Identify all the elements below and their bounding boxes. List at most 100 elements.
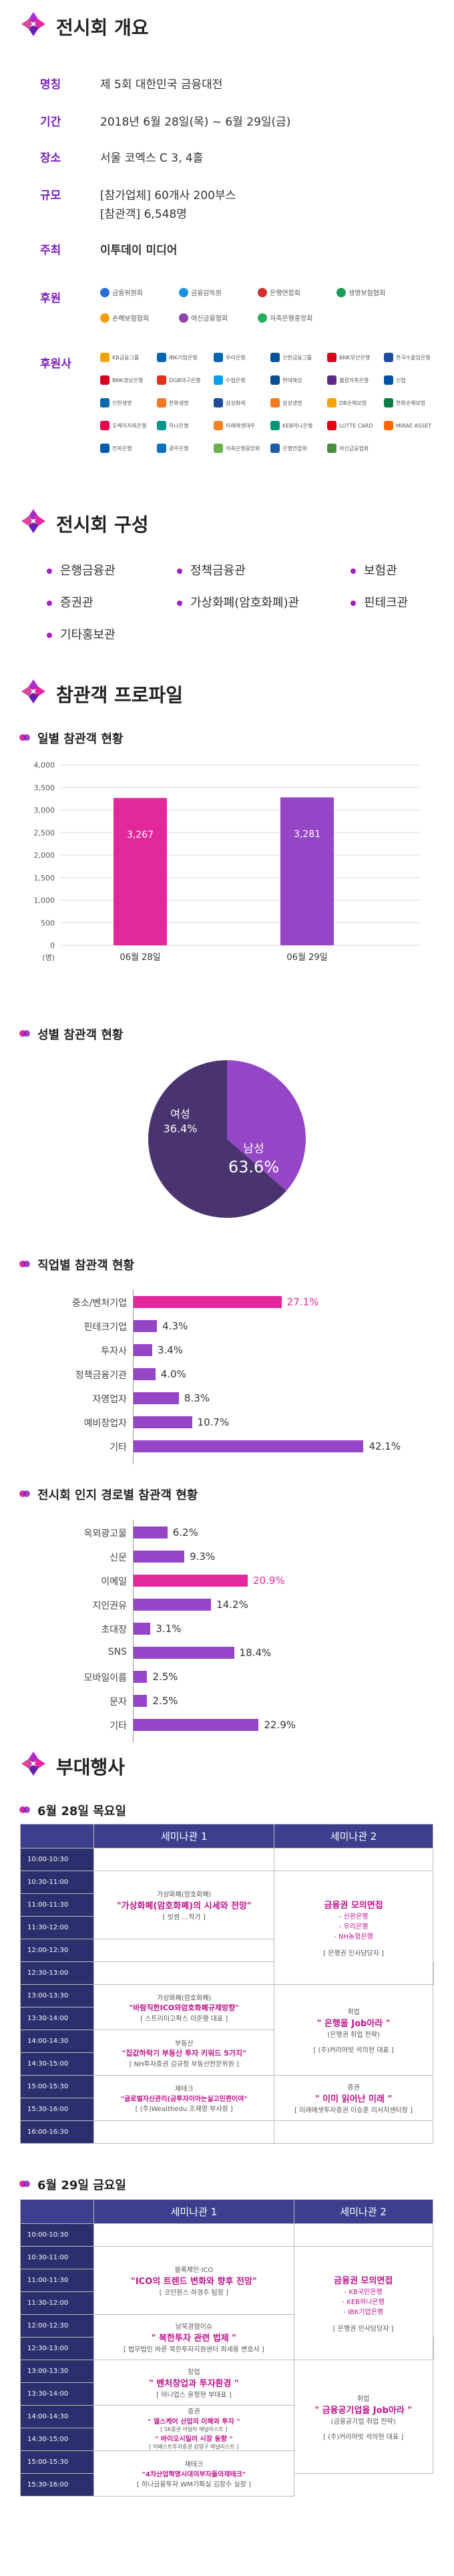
bar <box>134 1551 185 1563</box>
cosponsor-name: KB금융그룹 <box>112 354 140 361</box>
composition-item: 보험관 <box>351 561 397 579</box>
time-cell: 14:30-15:00 <box>20 2428 94 2451</box>
session-cell: 증권 " 엘스케어 산업의 이해와 투자 " [ SK증권 이달미 애널리스트 … <box>93 2405 294 2451</box>
cosponsor-name: 저축은행중앙회 <box>226 445 260 452</box>
cosponsor-emblem-icon <box>270 398 280 408</box>
sponsor-name: 생명보험협회 <box>349 290 386 297</box>
cosponsor-emblem-icon <box>327 353 336 362</box>
pie-value-female: 36.4% <box>164 1122 198 1135</box>
bar <box>280 797 334 945</box>
session-title: " 벤처창업과 투자환경 " <box>148 2379 239 2389</box>
sponsor-emblem-icon <box>179 287 188 297</box>
session-speaker: [ 코인원스 하경주 팀장 ] <box>159 2289 229 2297</box>
cosponsor-name: 삼성화재 <box>226 399 246 406</box>
session-title: 금융권 모의면접 <box>324 1901 383 1911</box>
table-header-seminar1: 세미나관 1 <box>93 2199 294 2224</box>
table-header-seminar2: 세미나관 2 <box>274 1824 433 1848</box>
bar-category-label: 기타 <box>109 1721 127 1732</box>
sponsor-logo: 금융위원회 <box>100 287 143 297</box>
gender-chart-title: 성별 참관객 현황 <box>37 1028 124 1042</box>
event-logo-icon <box>21 1752 45 1776</box>
session-title: " 은행을 Job아라 " <box>316 2018 391 2029</box>
y-unit-label: (명) <box>42 953 55 962</box>
sponsor-name: 금융감독원 <box>191 290 222 297</box>
bar <box>134 1344 152 1356</box>
cosponsor-name: 한화손해보험 <box>396 399 426 406</box>
composition-item: 은행금융관 <box>47 561 116 579</box>
sponsor-name: 저축은행중앙회 <box>270 315 313 323</box>
bar <box>134 1320 158 1332</box>
session-title: " 바이오시밀러 시장 동향 " <box>155 2436 233 2443</box>
time-cell: 10:30-11:00 <box>20 2246 94 2269</box>
sponsor-emblem-icon <box>258 313 267 323</box>
session-title: "집값하락기 부동산 투자 키워드 5가지" <box>122 2048 246 2058</box>
bar-value-label: 3.4% <box>157 1344 183 1356</box>
bar-value-label: 2.5% <box>152 1695 178 1707</box>
session-cell: 블록체인·ICO "ICO의 트렌드 변화와 향후 전망" [ 코인원스 하경주… <box>93 2246 294 2315</box>
cosponsor-logo: 삼성화재 <box>214 398 245 408</box>
bar <box>114 798 167 945</box>
session-category: 취업 <box>347 2008 360 2016</box>
bar <box>134 1671 148 1683</box>
bar-value-label: 9.3% <box>190 1551 216 1563</box>
session-speaker: [ 머니업스 윤정현 부대표 ] <box>156 2392 232 2399</box>
cosponsor-emblem-icon <box>270 444 280 453</box>
time-cell: 15:00-15:30 <box>20 2075 94 2098</box>
overview-section: 전시회 개요 명칭 제 5회 대한민국 금융대전 기간 2018년 6월 28일… <box>0 0 454 453</box>
cosponsor-name: 한국수출입은행 <box>396 354 431 361</box>
time-cell: 10:30-11:00 <box>20 1871 94 1894</box>
time-cell: 15:00-15:30 <box>20 2450 94 2474</box>
bar-category-label: 초대장 <box>101 1625 127 1635</box>
table-header-time <box>20 1824 94 1848</box>
pie-label-female: 여성 <box>170 1108 190 1120</box>
session-cell: 창업 " 벤처창업과 투자환경 " [ 머니업스 윤정현 부대표 ] <box>93 2360 294 2406</box>
event-logo-icon <box>21 509 45 533</box>
overview-value-scale: [참가업체] 60개사 200부스 <box>100 189 236 202</box>
overview-label-host: 주최 <box>40 244 61 257</box>
cosponsor-name: 광주은행 <box>169 445 189 452</box>
time-cell: 14:00-14:30 <box>20 2030 94 2053</box>
cosponsor-name: BNK경남은행 <box>112 377 144 383</box>
session-cell: 취업 " 금융공기업을 Job아라 " (금융공기업 취업 전략) [ (주)커… <box>293 2360 433 2474</box>
y-tick-label: 1,500 <box>34 874 55 882</box>
cosponsor-emblem-icon <box>100 375 109 385</box>
cosponsor-name: DB손해보험 <box>339 399 367 406</box>
event-logo-icon <box>21 12 45 36</box>
session-speaker: [ 이베스트투자증권 강양구 애널리스트 ] <box>149 2444 239 2450</box>
time-cell: 12:30-13:00 <box>20 2337 94 2360</box>
session-category: 창업 <box>188 2369 200 2376</box>
route-chart-title: 전시회 인지 경로별 참관객 현황 <box>37 1488 198 1502</box>
session-category: 가상화폐(암호화폐) <box>157 1994 212 2002</box>
cosponsor-emblem-icon <box>384 375 393 385</box>
route-bar-chart: 옥외광고물 6.2% 신문 9.3% 이메일 20.9% 지인권유 14.2% 초대장 3.1% S… <box>0 1513 454 1743</box>
cosponsor-name: 미래에셋대우 <box>226 422 256 429</box>
bar-category-label: 이메일 <box>101 1577 127 1587</box>
bar <box>134 1392 179 1404</box>
session-subtitle: (은행권 취업 전략) <box>327 2031 380 2039</box>
bar-category-label: 중소/벤처기업 <box>72 1298 127 1309</box>
sponsor-emblem-icon <box>100 313 109 323</box>
session-speaker: [ (주)커리어빗 석의현 대표 ] <box>322 2433 404 2441</box>
bar-category-label: 자영업자 <box>92 1394 127 1405</box>
sponsor-logo: 여신금융협회 <box>179 313 228 323</box>
cosponsor-logo: DGB대구은행 <box>157 375 200 385</box>
session-cell: 재테크 "4차산업혁명시대의부자들의재테크" [ 하나금융투자 WM기획실 김창… <box>93 2450 294 2497</box>
cosponsor-logo: MIRAE ASSET <box>384 421 431 430</box>
bar <box>134 1526 168 1539</box>
overview-label-cosponsor: 후원사 <box>40 357 71 371</box>
cosponsor-name: 우리은행 <box>226 354 246 361</box>
bar-value-label: 14.2% <box>216 1599 248 1611</box>
profile-section: 참관객 프로파일 일별 참관객 현황 4,000 3,500 3,000 2,500 2… <box>0 678 454 1743</box>
cosponsor-logo: 웰컴저축은행 <box>327 375 369 385</box>
session-title: " 엘스케어 산업의 이해와 투자 " <box>148 2418 240 2426</box>
session-category: 증권 <box>188 2408 200 2416</box>
cosponsor-name: BNK부산은행 <box>339 354 371 361</box>
bar-category-label: 문자 <box>109 1697 127 1708</box>
session-category: 블록체인·ICO <box>174 2267 214 2274</box>
bar-value-label: 3,281 <box>294 829 320 840</box>
cosponsor-logo: 하나은행 <box>157 421 188 430</box>
pie-value-male: 63.6% <box>228 1158 279 1176</box>
cosponsor-emblem-icon <box>100 421 109 430</box>
events-title: 부대행사 <box>56 1756 126 1778</box>
cosponsor-emblem-icon <box>270 353 280 362</box>
